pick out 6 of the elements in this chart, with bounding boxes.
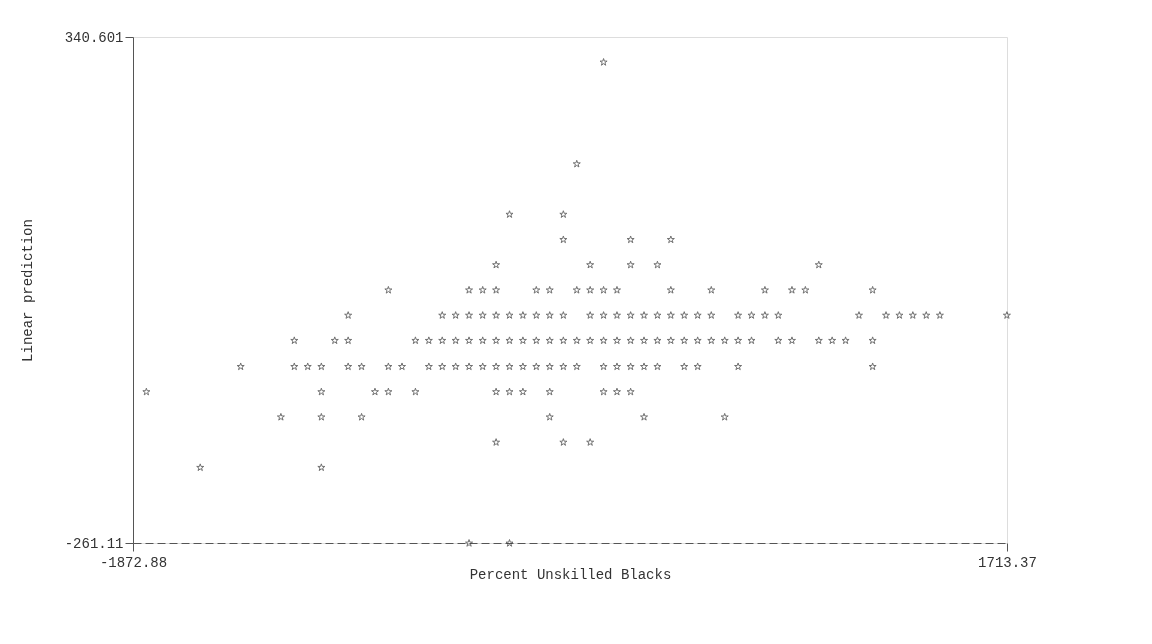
x-axis-title: Percent Unskilled Blacks	[469, 566, 672, 583]
y-tick-label: -261.11	[64, 535, 124, 552]
y-tick-label: 340.601	[64, 29, 124, 46]
y-axis-title: Linear prediction	[19, 219, 36, 362]
x-tick-label: -1872.88	[99, 554, 168, 571]
x-tick-label: 1713.37	[978, 554, 1037, 571]
